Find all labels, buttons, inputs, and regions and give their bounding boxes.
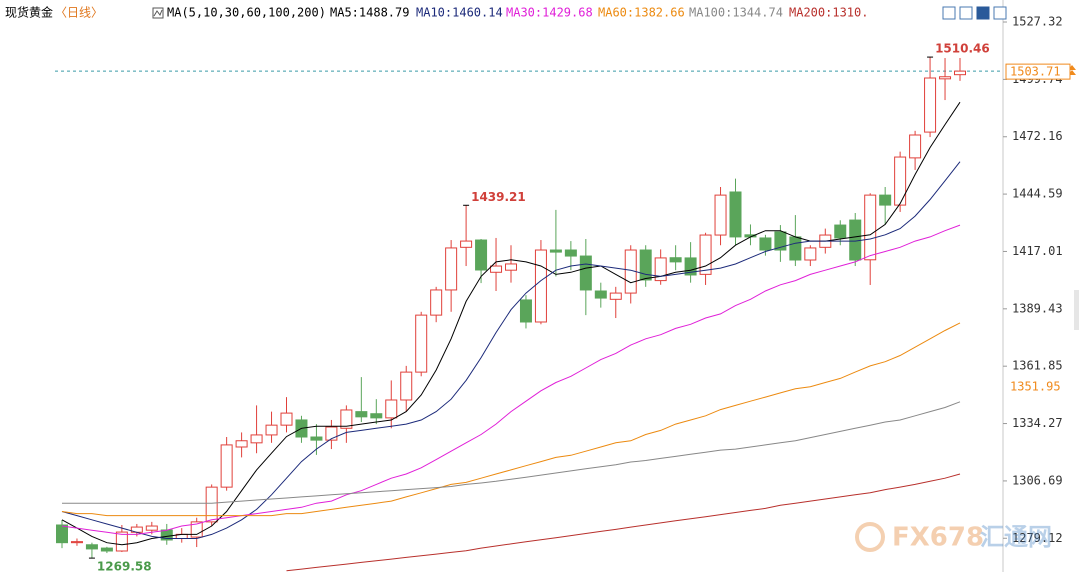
- indicator-label: MA(5,10,30,60,100,200): [167, 6, 326, 20]
- tool-button[interactable]: [959, 6, 973, 20]
- candle-body: [654, 257, 667, 282]
- y-tick-label: 1444.59: [1012, 187, 1063, 201]
- candle-body: [460, 240, 473, 248]
- candle-body: [684, 257, 697, 276]
- toolbar: [942, 6, 1007, 20]
- candle-body: [385, 399, 398, 419]
- candle-body: [190, 521, 203, 538]
- watermark-text: 汇通网: [980, 523, 1052, 551]
- candle-body: [250, 434, 263, 444]
- y-tick-label: 1334.27: [1012, 416, 1063, 430]
- ma-line: [286, 473, 961, 572]
- candle-body: [490, 265, 503, 273]
- y-tick-label: 1306.69: [1012, 473, 1063, 487]
- candle-body: [475, 239, 488, 271]
- candle-body: [699, 234, 712, 275]
- candle-body: [145, 525, 158, 531]
- legend-entry: MA200:1310.: [789, 6, 868, 20]
- high-label: 1439.21: [471, 190, 526, 204]
- candle-body: [235, 440, 248, 448]
- candle-body: [564, 249, 577, 257]
- candle-body: [549, 249, 562, 253]
- candle-body: [56, 524, 68, 544]
- legend-entry: MA30:1429.68: [506, 6, 593, 20]
- legend-entry: MA10:1460.14: [416, 6, 503, 20]
- y-tick-label: 1527.32: [1012, 15, 1063, 29]
- candle-body: [355, 411, 368, 418]
- candle-body: [789, 236, 802, 261]
- last-price-box: [1005, 63, 1071, 80]
- candle-body: [774, 231, 787, 251]
- candle-body: [879, 194, 892, 206]
- legend-entry: MA60:1382.66: [598, 6, 685, 20]
- low-label: 1269.58: [97, 560, 152, 572]
- candle-body: [864, 194, 877, 261]
- candle-body: [669, 257, 682, 263]
- candle-body: [609, 292, 622, 300]
- watermark-text: FX678: [892, 523, 984, 553]
- candle-body: [280, 412, 293, 426]
- high-label: 1510.46: [935, 42, 990, 56]
- candle-body: [909, 134, 922, 159]
- candle-body: [310, 436, 323, 441]
- ma-line: [61, 322, 961, 517]
- candle-body: [729, 191, 742, 238]
- candle-body: [579, 255, 592, 291]
- last-price-label: 1503.71: [1010, 65, 1061, 79]
- chart-title: 现货黄金: [5, 5, 53, 20]
- y-tick-label: 1361.85: [1012, 359, 1063, 373]
- candle-body: [265, 424, 278, 436]
- candle-body: [804, 247, 817, 261]
- tool-button[interactable]: [993, 6, 1007, 20]
- y-tick-label: 1472.16: [1012, 129, 1063, 143]
- candle-body: [519, 299, 532, 323]
- scroll-handle[interactable]: [1074, 290, 1079, 330]
- tool-button[interactable]: [942, 6, 956, 20]
- candle-body: [400, 371, 413, 401]
- marker-price-label: 1351.95: [1010, 379, 1061, 393]
- candle-body: [115, 531, 128, 552]
- candle-body: [220, 444, 233, 488]
- candle-body: [430, 289, 443, 316]
- y-tick-label: 1279.12: [1012, 531, 1063, 545]
- ma-line: [61, 161, 961, 539]
- candle-body: [939, 76, 952, 80]
- indicator-icon[interactable]: [152, 7, 164, 19]
- candle-body: [445, 247, 458, 291]
- candle-body: [924, 77, 937, 133]
- candle-body: [534, 249, 547, 323]
- tool-button[interactable]: [976, 6, 990, 20]
- candle-body: [205, 486, 218, 523]
- legend-entry: MA100:1344.74: [689, 6, 783, 20]
- candle-body: [325, 426, 338, 441]
- candle-body: [714, 194, 727, 236]
- y-tick-label: 1389.43: [1012, 301, 1063, 315]
- candle-body: [834, 224, 847, 239]
- candle-body: [639, 249, 652, 281]
- candle-body: [415, 314, 428, 373]
- candle-body: [759, 237, 772, 251]
- candle-body: [85, 544, 98, 550]
- indicator-icon-line: [153, 9, 163, 17]
- candle-body: [894, 156, 907, 206]
- candle-body: [70, 541, 83, 544]
- candle-body: [849, 219, 862, 261]
- legend-entry: MA5:1488.79: [330, 6, 409, 20]
- candle-body: [954, 70, 966, 76]
- watermark-logo: [855, 522, 885, 552]
- candle-body: [594, 290, 607, 299]
- ma-line: [62, 401, 961, 504]
- candle-body: [340, 409, 353, 429]
- candle-body: [370, 413, 383, 419]
- candle-body: [505, 263, 517, 271]
- period-label: 〈日线〉: [55, 6, 103, 20]
- ma-line: [61, 224, 961, 535]
- y-tick-label: 1417.01: [1012, 244, 1063, 258]
- candle-body: [100, 547, 113, 552]
